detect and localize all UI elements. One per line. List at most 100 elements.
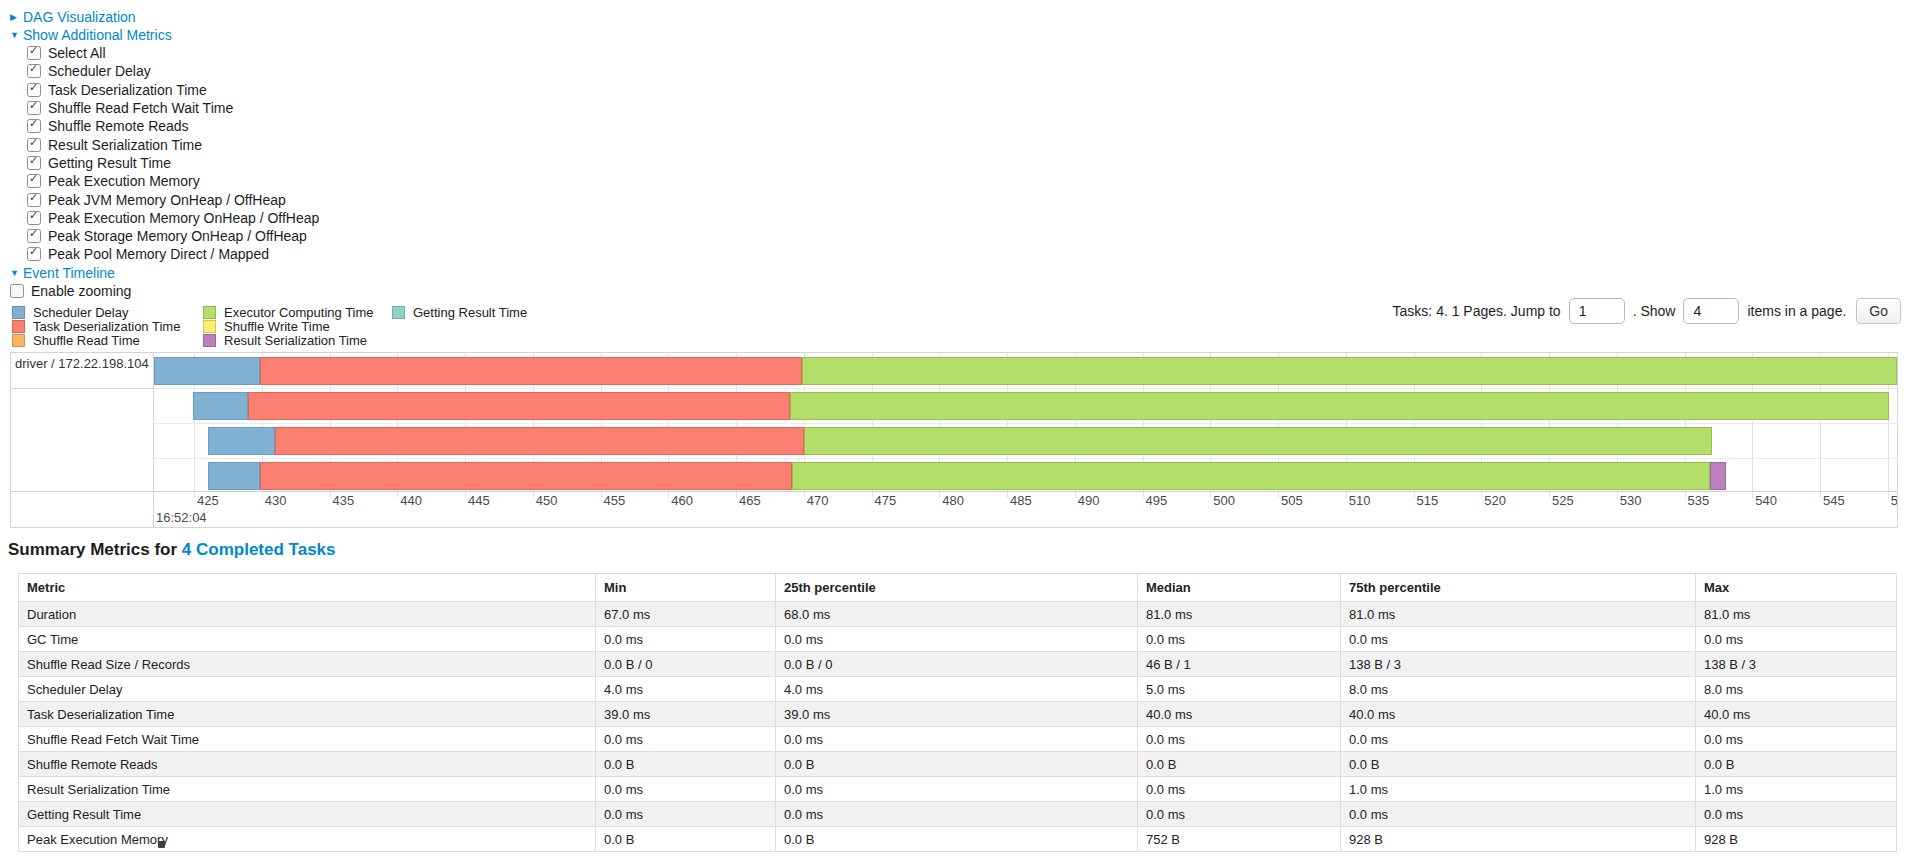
axis-tick-label: 450 xyxy=(536,493,558,508)
event-timeline-chart: driver / 172.22.198.104 4254304354404454… xyxy=(10,352,1898,528)
table-row: Shuffle Read Fetch Wait Time0.0 ms0.0 ms… xyxy=(19,727,1897,752)
table-cell: 0.0 B xyxy=(776,752,1138,777)
axis-tick-label: 470 xyxy=(807,493,829,508)
table-cell: 46 B / 1 xyxy=(1138,652,1341,677)
event-timeline-link[interactable]: Event Timeline xyxy=(23,265,115,281)
dag-visualization-link[interactable]: DAG Visualization xyxy=(23,9,136,25)
metric-checkbox-item: Peak Storage Memory OnHeap / OffHeap xyxy=(27,227,319,245)
show-additional-metrics-link[interactable]: Show Additional Metrics xyxy=(23,27,172,43)
table-cell: 0.0 B xyxy=(1138,752,1341,777)
event-timeline-toggle[interactable]: ▼ Event Timeline xyxy=(10,264,319,282)
executor-row-label: driver / 172.22.198.104 xyxy=(11,353,153,388)
table-body: Duration67.0 ms68.0 ms81.0 ms81.0 ms81.0… xyxy=(19,602,1897,852)
table-row: GC Time0.0 ms0.0 ms0.0 ms0.0 ms0.0 ms xyxy=(19,627,1897,652)
enable-zooming-checkbox[interactable] xyxy=(10,284,24,298)
metric-checkbox-item: Getting Result Time xyxy=(27,154,319,172)
dag-visualization-toggle[interactable]: ▶ DAG Visualization xyxy=(10,8,319,26)
table-cell: Shuffle Remote Reads xyxy=(19,752,596,777)
metric-checkbox-item: Peak Pool Memory Direct / Mapped xyxy=(27,245,319,263)
legend-column: Scheduler DelayTask Deserialization Time… xyxy=(12,305,180,347)
axis-tick-label: 460 xyxy=(671,493,693,508)
metric-checkbox[interactable] xyxy=(27,101,41,115)
go-button[interactable]: Go xyxy=(1856,298,1901,324)
metric-checkbox-label: Peak Execution Memory xyxy=(48,173,200,189)
metric-checkbox[interactable] xyxy=(27,229,41,243)
legend-item-executor-computing: Executor Computing Time xyxy=(203,305,374,319)
axis-tick-label: 505 xyxy=(1281,493,1303,508)
summary-metrics-table: MetricMin25th percentileMedian75th perce… xyxy=(18,573,1897,852)
task-deserialization-swatch-icon xyxy=(12,320,25,333)
task-bar-segment-result-serialization[interactable] xyxy=(1710,462,1726,490)
metric-checkbox[interactable] xyxy=(27,174,41,188)
metric-checkbox[interactable] xyxy=(27,211,41,225)
table-cell: 81.0 ms xyxy=(1138,602,1341,627)
table-cell: 138 B / 3 xyxy=(1696,652,1897,677)
table-cell: 0.0 B xyxy=(1341,752,1696,777)
axis-tick-label: 525 xyxy=(1552,493,1574,508)
table-cell: Result Serialization Time xyxy=(19,777,596,802)
table-cell: 4.0 ms xyxy=(596,677,776,702)
table-cell: 752 B xyxy=(1138,827,1341,852)
table-cell: 0.0 ms xyxy=(596,777,776,802)
metric-checkbox-item: Select All xyxy=(27,44,319,62)
task-bar-segment-executor-computing[interactable] xyxy=(790,392,1889,420)
table-cell: 0.0 ms xyxy=(596,727,776,752)
legend-label: Result Serialization Time xyxy=(224,333,367,348)
table-cell: 0.0 B / 0 xyxy=(776,652,1138,677)
axis-tick-label: 465 xyxy=(739,493,761,508)
metric-checkbox[interactable] xyxy=(27,138,41,152)
metric-checkbox[interactable] xyxy=(27,247,41,261)
row-separator xyxy=(154,423,1897,424)
scheduler-delay-swatch-icon xyxy=(12,306,25,319)
metric-checkbox-label: Peak Storage Memory OnHeap / OffHeap xyxy=(48,228,307,244)
metric-checkbox[interactable] xyxy=(27,64,41,78)
show-additional-metrics-toggle[interactable]: ▼ Show Additional Metrics xyxy=(10,26,319,44)
metric-checkbox-item: Peak JVM Memory OnHeap / OffHeap xyxy=(27,190,319,208)
shuffle-read-swatch-icon xyxy=(12,334,25,347)
legend-item-scheduler-delay: Scheduler Delay xyxy=(12,305,180,319)
axis-tick-label: 495 xyxy=(1146,493,1168,508)
table-cell: 0.0 ms xyxy=(1696,802,1897,827)
metric-checkbox-label: Task Deserialization Time xyxy=(48,82,207,98)
metric-checkbox[interactable] xyxy=(27,156,41,170)
task-pagination: Tasks: 4. 1 Pages. Jump to . Show items … xyxy=(1389,296,1901,326)
metric-checkbox[interactable] xyxy=(27,193,41,207)
metric-checkbox[interactable] xyxy=(27,46,41,60)
items-per-page-input[interactable] xyxy=(1683,298,1739,324)
task-bar-segment-task-deserialization[interactable] xyxy=(260,357,802,385)
executor-computing-swatch-icon xyxy=(203,306,216,319)
table-cell: 0.0 ms xyxy=(596,627,776,652)
metric-checkbox-label: Peak Execution Memory OnHeap / OffHeap xyxy=(48,210,319,226)
table-header-cell: Metric xyxy=(19,574,596,602)
task-bar-segment-scheduler-delay[interactable] xyxy=(208,462,261,490)
task-bar-segment-scheduler-delay[interactable] xyxy=(154,357,260,385)
axis-tick-label: 545 xyxy=(1823,493,1845,508)
jump-to-page-input[interactable] xyxy=(1569,298,1625,324)
metric-checkbox-label: Result Serialization Time xyxy=(48,137,202,153)
axis-tick-label: 520 xyxy=(1484,493,1506,508)
axis-tick-label: 480 xyxy=(942,493,964,508)
task-bar-segment-task-deserialization[interactable] xyxy=(260,462,791,490)
row-separator xyxy=(154,388,1897,389)
table-cell: 0.0 ms xyxy=(1138,777,1341,802)
metric-checkbox[interactable] xyxy=(27,119,41,133)
axis-major-label: 16:52:04 xyxy=(156,510,207,525)
completed-tasks-link[interactable]: 4 Completed Tasks xyxy=(182,540,336,559)
task-bar-segment-executor-computing[interactable] xyxy=(792,462,1711,490)
task-bar-segment-executor-computing[interactable] xyxy=(804,427,1712,455)
table-cell: 0.0 B xyxy=(596,827,776,852)
metric-checkbox-item: Peak Execution Memory xyxy=(27,172,319,190)
table-cell: 0.0 ms xyxy=(1138,727,1341,752)
metric-checkbox-label: Getting Result Time xyxy=(48,155,171,171)
metric-checkbox-item: Shuffle Read Fetch Wait Time xyxy=(27,99,319,117)
task-bar-segment-scheduler-delay[interactable] xyxy=(208,427,276,455)
legend-item-shuffle-write: Shuffle Write Time xyxy=(203,319,374,333)
table-cell: 0.0 B xyxy=(1696,752,1897,777)
task-bar-segment-scheduler-delay[interactable] xyxy=(193,392,249,420)
metric-checkbox[interactable] xyxy=(27,83,41,97)
table-cell: 1.0 ms xyxy=(1696,777,1897,802)
task-bar-segment-task-deserialization[interactable] xyxy=(248,392,790,420)
task-bar-segment-task-deserialization[interactable] xyxy=(275,427,803,455)
table-cell: 0.0 ms xyxy=(776,777,1138,802)
task-bar-segment-executor-computing[interactable] xyxy=(802,357,1897,385)
